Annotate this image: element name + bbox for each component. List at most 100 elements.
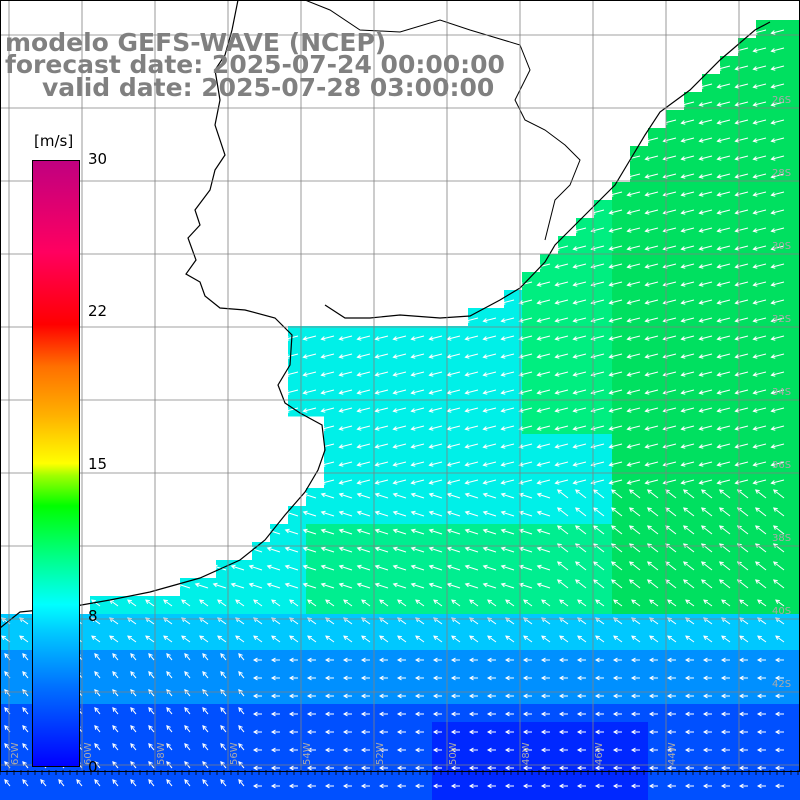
wind-arrow-head [680,426,686,431]
wind-arrow-head [306,711,312,717]
wind-speed-cell [504,470,523,489]
wind-arrow-head [504,711,510,717]
wind-arrow [699,245,713,250]
wind-arrow [537,461,551,466]
wind-arrow [699,227,713,232]
wind-arrow [537,371,551,376]
wind-arrow [739,635,749,643]
wind-arrow [112,689,119,697]
wind-speed-cell [270,740,289,759]
wind-arrow-head [288,729,294,735]
wind-arrow-head [646,507,652,512]
wind-arrow-head [396,657,402,663]
wind-speed-cell [504,794,523,800]
wind-arrow [735,281,749,286]
wind-arrow-head [541,635,546,640]
wind-arrow [681,137,695,142]
wind-arrow [717,101,731,106]
wind-arrow [537,263,551,268]
wind-arrow [609,245,623,250]
wind-speed-cell [540,326,559,345]
wind-arrow-head [644,138,650,143]
wind-speed-cell [720,290,739,309]
wind-arrow-head [592,579,598,584]
wind-speed-cell [468,722,487,741]
wind-arrow-head [500,528,506,534]
wind-speed-cell [90,794,109,800]
wind-arrow-head [238,707,243,712]
wind-arrow-head [486,747,492,753]
wind-arrow [573,299,587,304]
wind-arrow [559,599,569,607]
wind-arrow [595,599,605,607]
wind-arrow-head [684,657,690,663]
wind-arrow-head [374,480,380,485]
wind-arrow [357,443,371,448]
wind-arrow [573,227,587,232]
wind-arrow [645,371,659,376]
colorbar-tick: 8 [88,607,98,625]
wind-arrow [771,173,785,178]
wind-speed-cell [594,776,613,795]
wind-arrow [699,317,713,322]
wind-arrow-head [610,525,616,530]
wind-arrow-head [644,300,650,305]
wind-arrow-head [680,192,686,197]
wind-arrow [379,635,389,643]
wind-speed-cell [558,398,577,417]
wind-arrow [483,335,497,340]
wind-arrow [501,547,515,553]
wind-speed-cell [198,794,217,800]
wind-arrow-head [684,729,690,735]
wind-speed-cell [558,650,577,669]
wind-arrow [773,543,785,553]
wind-arrow-head [592,543,598,548]
wind-arrow-head [554,408,560,413]
wind-arrow [665,579,677,589]
wind-speed-cell [792,524,800,543]
wind-arrow [717,263,731,268]
wind-arrow-head [432,765,438,771]
wind-arrow-head [685,617,690,622]
wind-arrow [683,507,695,517]
wind-arrow-head [718,489,724,494]
wind-speed-cell [630,686,649,705]
wind-speed-cell [648,182,667,201]
wind-arrow [501,511,515,517]
wind-arrow-head [145,617,150,622]
wind-arrow-head [338,444,344,449]
wind-arrow-head [721,599,726,604]
wind-arrow-head [770,408,776,413]
wind-speed-cell [738,218,757,237]
wind-arrow-head [112,779,117,784]
wind-arrow-head [518,444,524,449]
wind-arrow-head [698,444,704,449]
wind-speed-cell [576,434,595,453]
wind-arrow [555,317,569,322]
wind-speed-cell [468,398,487,417]
wind-arrow [771,137,785,142]
wind-arrow [321,461,335,466]
wind-arrow-head [576,675,582,681]
wind-arrow [647,543,659,553]
wind-arrow [663,263,677,268]
wind-arrow-head [680,264,686,269]
wind-speed-cell [792,740,800,759]
wind-speed-cell [792,92,800,111]
wind-arrow [303,583,317,589]
wind-arrow-head [396,783,402,789]
wind-speed-cell [720,722,739,741]
wind-arrow-head [446,480,452,485]
wind-arrow [629,561,641,571]
wind-arrow-head [558,783,564,789]
wind-speed-cell [288,362,307,381]
wind-arrow-head [500,408,506,413]
wind-arrow-head [433,617,438,622]
wind-arrow [735,479,749,484]
wind-arrow-head [500,480,506,485]
wind-arrow-head [702,693,708,699]
wind-speed-cell [414,650,433,669]
wind-arrow [375,425,389,430]
wind-speed-cell [342,470,361,489]
